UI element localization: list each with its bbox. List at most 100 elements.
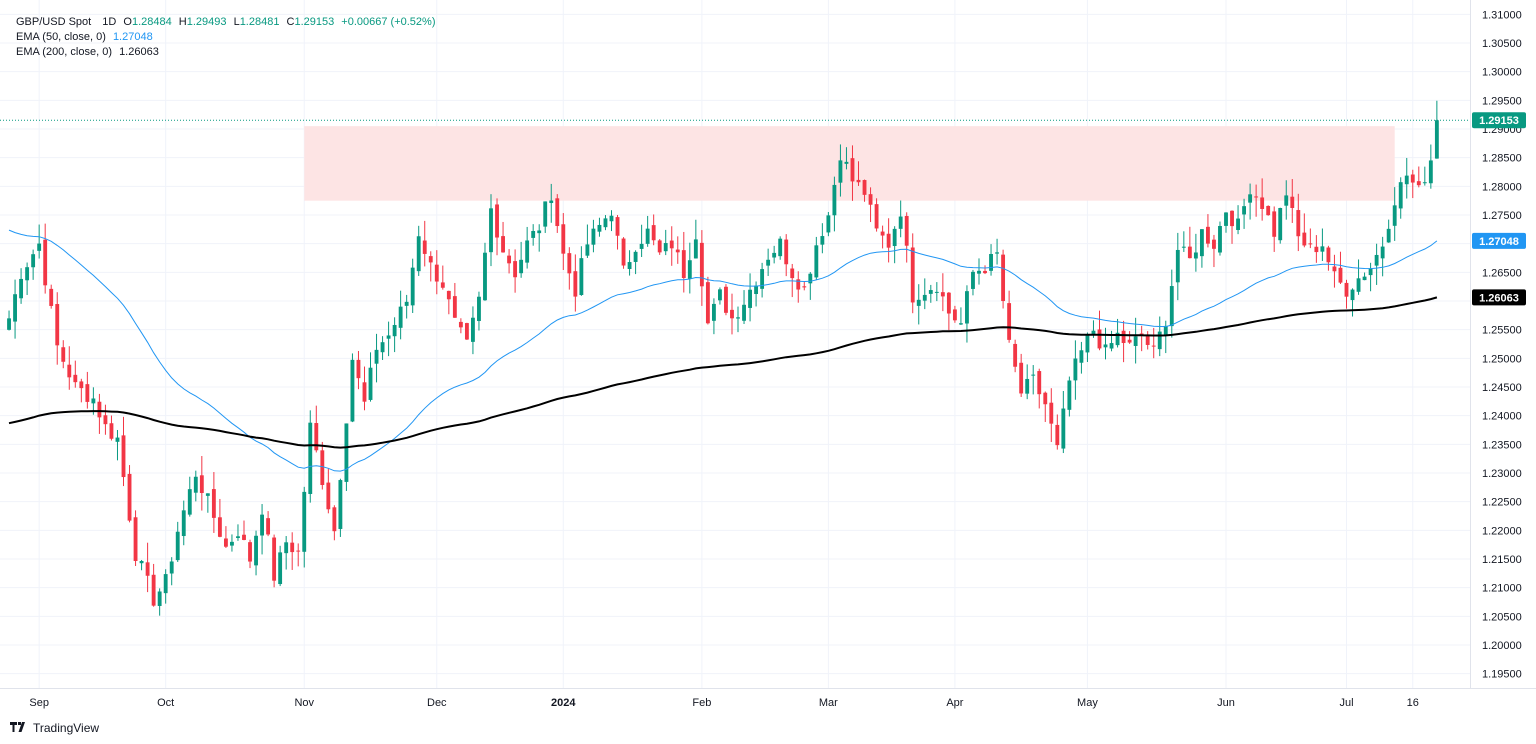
candle-body [320,450,325,485]
candle-body [543,201,548,227]
price-tick-label: 1.21000 [1482,583,1522,595]
candle-body [1338,267,1343,283]
candle-body [452,296,457,318]
candle-body [223,538,228,547]
time-tick-label: Nov [294,697,314,709]
candle-body [49,288,54,306]
candle-body [1218,225,1222,253]
candle-body [483,252,487,301]
price-tick-label: 1.21500 [1482,554,1522,566]
candle-body [910,247,915,303]
candle-body [1193,252,1198,259]
candle-body [109,423,114,439]
candle-body [621,238,626,266]
candle-body [657,240,662,253]
ema50-value: 1.27048 [112,31,153,43]
candle-body [971,271,975,289]
price-tick-label: 1.20000 [1482,640,1522,652]
candle-body [591,228,596,245]
symbol-row[interactable]: GBP/USD Spot 1D O1.28484 H1.29493 L1.284… [16,15,435,30]
last-price-badge-text: 1.29153 [1479,115,1519,127]
candle-body [121,435,126,478]
candle-body [790,268,795,279]
last-price-badge-bg [1472,112,1526,129]
ema50-badge: 1.27048 [1472,232,1526,249]
candle-body [386,335,391,339]
candle-body [808,273,813,284]
grid-lines [0,0,1470,688]
candle-body [1073,358,1078,381]
candle-body [1296,210,1301,237]
candle-body [362,382,367,402]
candle-body [1392,205,1397,226]
brand-name: TradingView [33,720,100,735]
low-label: L [233,16,240,28]
candle-body [338,480,343,529]
candle-body [537,230,542,234]
time-tick-label: May [1077,697,1098,709]
candle-body [1326,247,1331,263]
candle-body [754,285,759,295]
price-tick-label: 1.22500 [1482,497,1522,509]
candle-body [1206,226,1210,244]
time-tick-label: Apr [946,697,963,709]
candle-body [736,317,740,319]
candle-body [344,423,349,482]
price-tick-label: 1.29500 [1482,95,1522,107]
candle-body [826,215,831,233]
candle-body [181,510,186,537]
candle-body [1314,246,1319,253]
candle-body [1254,196,1259,198]
ema200-row[interactable]: EMA (200, close, 0) 1.26063 [16,45,435,60]
candle-body [820,236,825,245]
symbol-name: GBP/USD Spot [16,16,92,28]
candle-body [928,290,933,294]
candle-body [37,243,42,251]
candle-body [742,304,746,321]
candle-body [1001,254,1006,302]
low-value: 1.28481 [239,16,280,28]
close-value: 1.29153 [294,16,335,28]
candle-body [1007,303,1012,340]
candle-body [302,491,307,552]
candle-body [573,271,578,297]
candle-body [1398,182,1403,209]
candle-body [422,240,427,254]
candle-body [597,224,602,232]
candle-body [314,423,319,451]
candle-body [760,269,765,289]
candle-body [187,489,192,515]
price-tick-label: 1.25000 [1482,353,1522,365]
ema200-badge: 1.26063 [1472,289,1526,306]
candle-body [507,255,512,264]
candle-body [778,238,783,257]
candle-body [1079,350,1084,363]
candle-body [585,244,590,256]
candle-body [977,270,981,274]
candle-body [501,236,505,253]
candle-body [868,194,873,205]
price-axis[interactable]: 1.19500 1.20000 1.20500 1.21000 1.21500 1.220… [1482,9,1522,680]
time-axis[interactable]: Sep Oct Nov Dec 2024 Feb Mar Apr May Jun Jul 16 [29,697,1419,709]
candle-body [772,252,777,258]
candle-body [242,534,246,540]
candle-body [163,574,168,594]
price-tick-label: 1.23000 [1482,468,1522,480]
candle-body [398,306,403,328]
tradingview-brand[interactable]: TradingView [10,720,99,735]
ema50-row[interactable]: EMA (50, close, 0) 1.27048 [16,30,435,45]
candle-body [1163,325,1168,336]
candle-body [609,215,614,222]
candle-body [934,291,939,293]
high-value: 1.29493 [186,16,227,28]
candle-body [874,204,879,229]
candle-body [862,180,867,195]
candle-body [681,250,686,279]
price-tick-label: 1.19500 [1482,669,1522,681]
candle-body [675,249,680,253]
candle-body [856,179,861,183]
candle-body [1356,278,1361,292]
ema200-line [8,296,1438,449]
candle-body [1284,195,1289,206]
